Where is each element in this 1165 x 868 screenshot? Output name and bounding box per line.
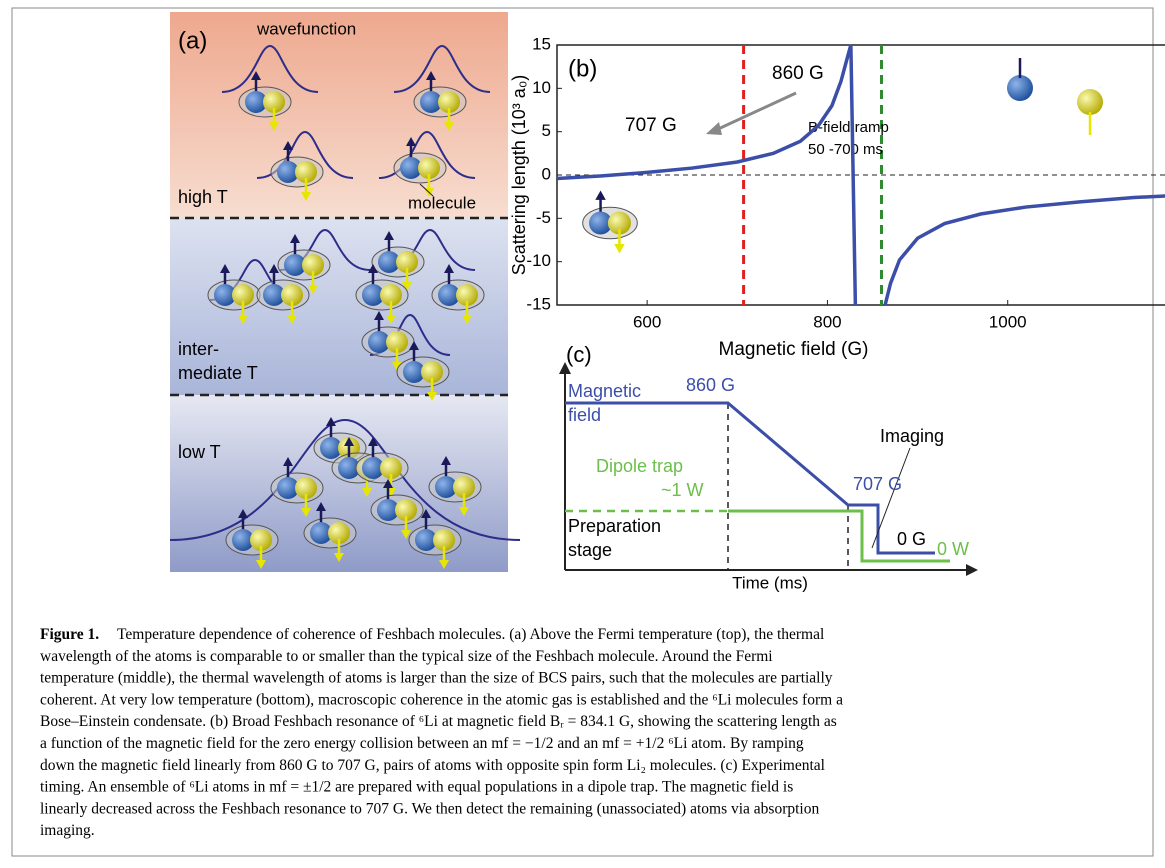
caption-line: down the magnetic field linearly from 86… <box>40 757 825 774</box>
annotation: inter- <box>178 339 219 359</box>
panel-a: (a) wavefunction high T molecule inter- … <box>170 12 520 572</box>
annotation: mediate T <box>178 363 258 383</box>
annotation: field <box>568 405 601 425</box>
panel-b: -15-10-505101560080010001200707 G860 GB-… <box>509 34 1165 360</box>
atom-down <box>1077 89 1103 115</box>
marker-label: 707 G <box>625 115 677 136</box>
annotation: stage <box>568 540 612 560</box>
x-tick-label: 800 <box>813 312 841 331</box>
axis-title: Magnetic field (G) <box>719 339 869 360</box>
annotation: Dipole trap <box>596 456 683 476</box>
axis-title: Scattering length (10³ a₀) <box>509 75 529 276</box>
caption-label: Figure 1. <box>40 626 99 643</box>
caption-line: linearly decreased across the Feshbach r… <box>40 800 819 817</box>
y-tick-label: -15 <box>526 294 551 313</box>
caption-line: timing. An ensemble of ⁶Li atoms in mf =… <box>40 779 793 796</box>
y-tick-label: -5 <box>536 208 551 227</box>
annotation: Preparation <box>568 516 661 536</box>
caption-line: wavelength of the atoms is comparable to… <box>40 648 773 665</box>
figure: (a) wavefunction high T molecule inter- … <box>0 0 1165 868</box>
spin <box>595 190 606 199</box>
y-tick-label: 0 <box>542 164 551 183</box>
annotation: 860 G <box>686 375 735 395</box>
arrow-head <box>966 564 978 576</box>
annotation: 0 W <box>937 539 969 559</box>
y-tick-label: 15 <box>532 34 551 53</box>
panel-label: (b) <box>568 55 597 82</box>
caption: Figure 1. Temperature dependence of coher… <box>40 626 843 839</box>
caption-line: coherent. At very low temperature (botto… <box>40 691 843 708</box>
spin <box>614 244 625 253</box>
y-tick-label: -10 <box>526 251 551 270</box>
caption-line: Temperature dependence of coherence of F… <box>117 626 824 643</box>
x-tick-label: 600 <box>633 312 661 331</box>
annotation: Imaging <box>880 426 944 446</box>
annotation: Magnetic <box>568 381 641 401</box>
annotation: 707 G <box>853 474 902 494</box>
annotation: 0 G <box>897 529 926 549</box>
y-tick-label: 5 <box>542 121 551 140</box>
panel-c: (c) Magnetic field 860 G Imaging 707 G 0… <box>559 342 978 593</box>
caption-line: temperature (middle), the thermal wavele… <box>40 670 833 687</box>
ramp-arrow <box>706 122 722 135</box>
axis-title: Time (ms) <box>732 573 808 592</box>
annotation: molecule <box>408 193 476 212</box>
caption-line: Bose–Einstein condensate. (b) Broad Fesh… <box>40 713 837 730</box>
ramp-arrow <box>716 93 796 130</box>
x-tick-label: 1000 <box>989 312 1027 331</box>
annotation: 50 -700 ms <box>808 141 883 158</box>
annotation: wavefunction <box>256 19 356 38</box>
marker-label: 860 G <box>772 63 824 84</box>
caption-line: imaging. <box>40 822 95 839</box>
panel-label: (c) <box>566 342 592 367</box>
annotation: ~1 W <box>661 480 704 500</box>
y-tick-label: 10 <box>532 78 551 97</box>
annotation: low T <box>178 442 221 462</box>
panel-label: (a) <box>178 27 207 54</box>
annotation: high T <box>178 187 228 207</box>
atom-up <box>1007 75 1033 101</box>
caption-line: a function of the magnetic field for the… <box>40 735 804 752</box>
